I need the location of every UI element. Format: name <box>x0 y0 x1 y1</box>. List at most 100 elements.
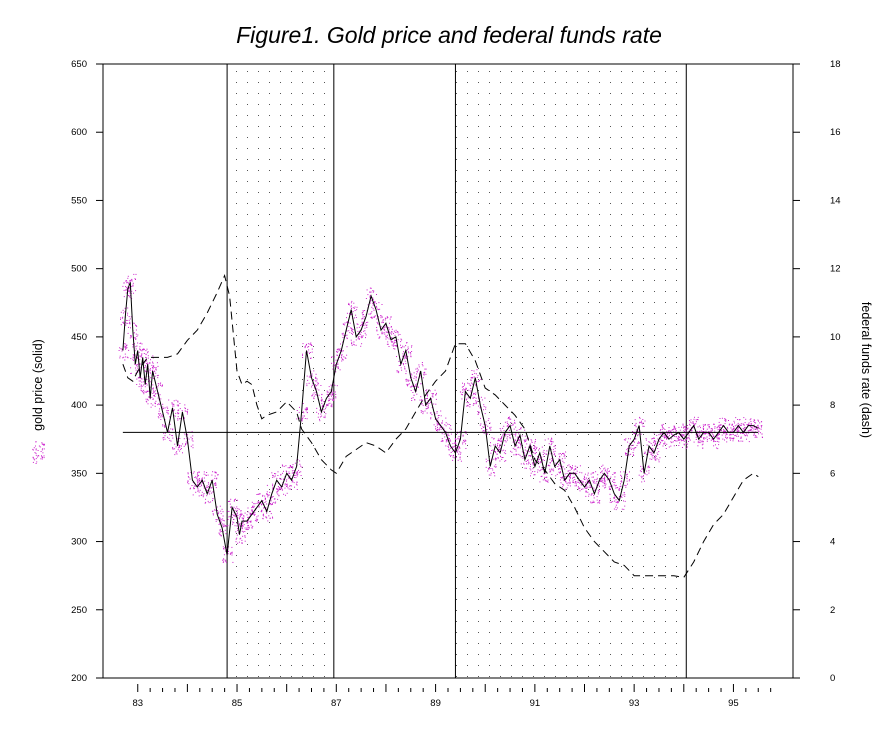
gold-price-point <box>210 501 212 503</box>
gold-price-point <box>483 423 485 425</box>
gold-price-point <box>171 435 173 437</box>
gold-price-point <box>150 377 152 379</box>
gold-price-point <box>146 379 148 380</box>
gold-price-point <box>751 427 753 429</box>
gold-price-point <box>662 423 664 425</box>
gold-price-point <box>298 417 300 419</box>
gold-price-point <box>239 524 241 526</box>
gold-price-point <box>534 446 536 448</box>
gold-price-point <box>183 438 185 440</box>
gold-price-point <box>713 441 715 443</box>
gold-price-point <box>215 519 217 520</box>
gold-price-point <box>137 368 139 370</box>
gold-price-point <box>710 439 712 441</box>
y-tick-label-right: 6 <box>830 468 835 479</box>
gold-price-point <box>195 491 197 493</box>
gold-price-point <box>743 424 745 426</box>
gold-price-point <box>629 471 630 473</box>
gold-price-point <box>500 429 502 431</box>
gold-price-point <box>565 481 567 483</box>
gold-price-point <box>542 459 544 460</box>
gold-price-point <box>703 431 705 432</box>
gold-price-point <box>650 452 652 454</box>
gold-price-point <box>549 465 551 467</box>
gold-price-point <box>120 324 122 326</box>
gold-price-point <box>672 429 674 431</box>
gold-price-point <box>665 448 667 449</box>
y-tick-label-left: 650 <box>71 59 87 70</box>
gold-price-point <box>616 501 618 503</box>
gold-price-point <box>307 379 309 381</box>
gold-price-point <box>644 472 646 474</box>
gold-price-point <box>431 414 433 416</box>
gold-price-point <box>748 423 750 425</box>
gold-price-point <box>187 476 189 478</box>
gold-price-point <box>125 346 127 348</box>
gold-price-point <box>759 432 761 434</box>
gold-price-point <box>268 494 270 496</box>
gold-price-point <box>499 445 500 447</box>
gold-price-point <box>509 437 511 439</box>
gold-price-point <box>471 376 473 378</box>
gold-price-point <box>710 428 712 429</box>
gold-price-point <box>693 418 695 420</box>
gold-price-point <box>277 471 279 473</box>
gold-price-point <box>465 431 467 433</box>
gold-price-point <box>272 483 274 485</box>
gold-price-point <box>227 519 229 520</box>
gold-price-point <box>747 424 748 426</box>
gold-price-point <box>438 428 440 430</box>
gold-price-point <box>260 504 262 505</box>
gold-price-point <box>136 384 138 385</box>
gold-price-point <box>135 346 137 348</box>
gold-price-point <box>303 412 305 414</box>
gold-price-point <box>648 441 650 443</box>
gold-price-point <box>440 410 442 412</box>
gold-price-point <box>695 434 697 435</box>
gold-price-point <box>227 525 229 527</box>
gold-price-point <box>125 324 127 326</box>
gold-price-point <box>341 355 342 357</box>
gold-price-point <box>299 460 301 462</box>
gold-price-point <box>247 507 249 509</box>
gold-price-point <box>507 436 509 438</box>
gold-price-point <box>373 316 375 318</box>
gold-price-point <box>729 437 730 439</box>
gold-price-point <box>421 403 422 405</box>
gold-price-point <box>722 438 724 440</box>
gold-price-point <box>368 313 370 315</box>
gold-price-point <box>177 416 179 418</box>
gold-price-point <box>523 439 525 441</box>
gold-price-point <box>418 364 420 366</box>
gold-price-point <box>206 485 208 487</box>
gold-price-point <box>624 452 626 454</box>
x-axis: 83 85 87 89 91 93 95 <box>132 684 772 709</box>
gold-price-point <box>144 365 146 367</box>
gold-price-point <box>320 385 322 386</box>
gold-price-point <box>299 463 301 465</box>
gold-price-point <box>685 448 687 449</box>
gold-price-point <box>626 475 628 477</box>
gold-price-point <box>222 519 224 521</box>
gold-price-point <box>732 424 733 426</box>
gold-price-point <box>126 280 128 282</box>
gold-price-point <box>464 389 466 391</box>
gold-price-point <box>656 452 658 454</box>
gold-price-point <box>689 439 691 441</box>
gold-price-point <box>482 426 484 428</box>
gold-price-point <box>642 425 644 427</box>
gold-price-point <box>305 352 307 354</box>
gold-price-point <box>190 436 192 438</box>
gold-price-point <box>427 395 428 397</box>
gold-price-point <box>472 383 473 385</box>
gold-price-point <box>534 474 536 476</box>
gold-price-point <box>237 499 238 501</box>
gold-price-point <box>597 491 599 493</box>
gold-price-point <box>494 466 496 468</box>
gold-price-point <box>300 475 302 476</box>
gold-price-point <box>391 328 393 330</box>
gold-price-point <box>234 525 236 527</box>
gold-price-point <box>396 371 398 373</box>
gold-price-point <box>544 472 546 474</box>
gold-price-point <box>590 473 592 475</box>
